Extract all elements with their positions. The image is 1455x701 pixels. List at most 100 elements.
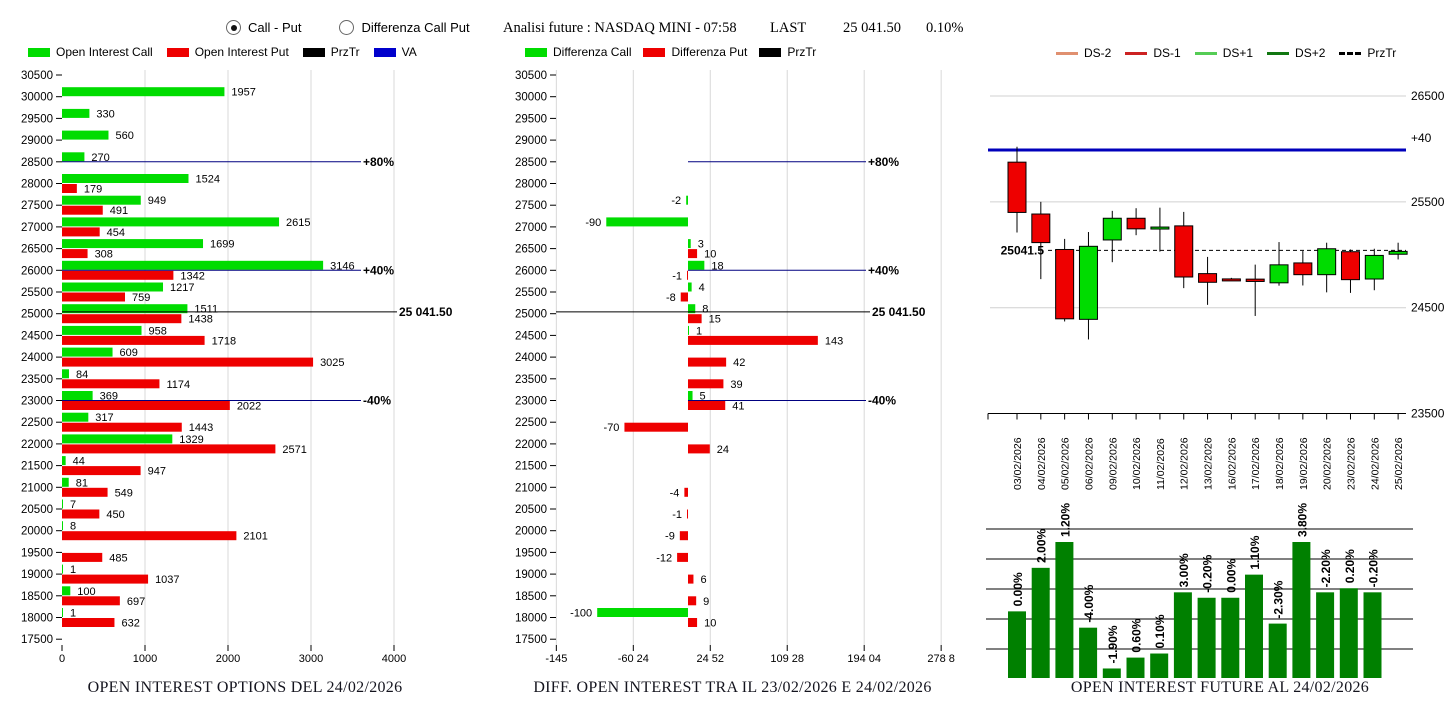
svg-text:454: 454 — [107, 227, 125, 239]
svg-text:1: 1 — [70, 608, 76, 620]
svg-text:30000: 30000 — [21, 92, 53, 104]
svg-text:+40%: +40% — [868, 263, 899, 277]
svg-text:8: 8 — [70, 521, 76, 533]
svg-text:1329: 1329 — [179, 434, 203, 446]
svg-text:29500: 29500 — [515, 113, 547, 125]
svg-text:5: 5 — [700, 391, 706, 403]
legend-item: Open Interest Call — [28, 45, 153, 59]
svg-text:09/02/2026: 09/02/2026 — [1107, 437, 1119, 490]
svg-text:2022: 2022 — [237, 401, 261, 413]
svg-text:22000: 22000 — [21, 439, 53, 451]
svg-text:24500: 24500 — [21, 330, 53, 342]
svg-text:19000: 19000 — [21, 569, 53, 581]
svg-text:-4.00%: -4.00% — [1082, 584, 1096, 622]
svg-text:949: 949 — [148, 195, 166, 207]
legend-item: DS+1 — [1194, 46, 1254, 60]
svg-text:12/02/2026: 12/02/2026 — [1179, 437, 1191, 490]
legend-item: DS-1 — [1125, 46, 1181, 60]
svg-text:16/02/2026: 16/02/2026 — [1226, 437, 1238, 490]
svg-text:1957: 1957 — [231, 87, 255, 99]
svg-text:81: 81 — [76, 477, 88, 489]
svg-text:23000: 23000 — [515, 396, 547, 408]
svg-text:0: 0 — [59, 653, 65, 665]
svg-text:19500: 19500 — [21, 547, 53, 559]
svg-text:1342: 1342 — [180, 270, 204, 282]
svg-text:100: 100 — [77, 586, 95, 598]
svg-text:-0.20%: -0.20% — [1367, 549, 1381, 587]
svg-text:7: 7 — [70, 499, 76, 511]
svg-text:1217: 1217 — [170, 282, 194, 294]
options-legend: Open Interest Call Open Interest Put Prz… — [28, 45, 417, 59]
svg-text:958: 958 — [149, 325, 167, 337]
last-value: 25 041.50 — [843, 20, 901, 36]
svg-text:26500: 26500 — [1411, 89, 1445, 103]
svg-text:41: 41 — [732, 401, 744, 413]
legend-item: Open Interest Put — [166, 45, 289, 59]
legend-label: VA — [401, 45, 417, 59]
svg-text:-2.20%: -2.20% — [1319, 549, 1333, 587]
svg-text:04/02/2026: 04/02/2026 — [1036, 437, 1048, 490]
svg-text:13/02/2026: 13/02/2026 — [1203, 437, 1215, 490]
svg-text:1438: 1438 — [188, 314, 212, 326]
radio-differenza-call-put[interactable]: Differenza Call Put — [339, 20, 470, 35]
svg-text:549: 549 — [115, 487, 133, 499]
svg-text:3146: 3146 — [330, 260, 354, 272]
ds-plus1-line-icon — [1194, 51, 1217, 55]
diff-chart-title: DIFF. OPEN INTEREST TRA IL 23/02/2026 E … — [533, 679, 932, 696]
legend-label: DS+1 — [1222, 46, 1254, 60]
radio-icon[interactable] — [339, 20, 355, 35]
svg-text:697: 697 — [127, 596, 145, 608]
svg-text:-145: -145 — [545, 653, 567, 665]
svg-text:632: 632 — [121, 618, 139, 630]
svg-text:-0.20%: -0.20% — [1201, 554, 1215, 592]
legend-label: PrzTr — [787, 45, 817, 59]
svg-text:4000: 4000 — [382, 653, 406, 665]
last-change: 0.10% — [926, 20, 964, 36]
svg-text:609: 609 — [120, 347, 138, 359]
put-swatch-icon — [166, 47, 189, 57]
przt-swatch-icon — [302, 47, 325, 57]
svg-text:18500: 18500 — [21, 591, 53, 603]
svg-text:23500: 23500 — [515, 374, 547, 386]
svg-text:18/02/2026: 18/02/2026 — [1274, 437, 1286, 490]
legend-label: DS-2 — [1084, 46, 1112, 60]
radio-icon[interactable] — [226, 20, 241, 35]
legend-label: Open Interest Put — [194, 45, 289, 59]
svg-text:24500: 24500 — [515, 330, 547, 342]
svg-text:25000: 25000 — [515, 309, 547, 321]
svg-text:947: 947 — [148, 466, 166, 478]
ds-plus2-line-icon — [1267, 51, 1290, 55]
svg-text:27500: 27500 — [515, 200, 547, 212]
svg-text:29000: 29000 — [515, 135, 547, 147]
svg-text:-1: -1 — [672, 270, 682, 282]
svg-text:1174: 1174 — [166, 379, 190, 391]
legend-label: Differenza Call — [553, 45, 632, 59]
svg-text:26500: 26500 — [515, 244, 547, 256]
svg-text:1524: 1524 — [195, 174, 219, 186]
svg-text:24000: 24000 — [21, 352, 53, 364]
svg-text:1.10%: 1.10% — [1248, 535, 1262, 569]
svg-text:18000: 18000 — [21, 613, 53, 625]
svg-text:26500: 26500 — [21, 244, 53, 256]
svg-text:317: 317 — [95, 412, 113, 424]
svg-text:22000: 22000 — [515, 439, 547, 451]
legend-item: VA — [373, 45, 417, 59]
svg-text:26000: 26000 — [21, 265, 53, 277]
svg-text:84: 84 — [76, 369, 88, 381]
radio-call-put[interactable]: Call - Put — [226, 20, 301, 35]
radio-call-put-label: Call - Put — [248, 20, 302, 35]
svg-text:143: 143 — [825, 335, 843, 347]
svg-text:21500: 21500 — [515, 461, 547, 473]
svg-text:23500: 23500 — [21, 374, 53, 386]
radio-differenza-label: Differenza Call Put — [361, 20, 470, 35]
svg-text:485: 485 — [109, 552, 127, 564]
legend-label: Differenza Put — [671, 45, 748, 59]
svg-text:28500: 28500 — [515, 157, 547, 169]
svg-text:24 52: 24 52 — [696, 653, 724, 665]
svg-text:19/02/2026: 19/02/2026 — [1298, 437, 1310, 490]
svg-text:1000: 1000 — [133, 653, 157, 665]
svg-text:308: 308 — [95, 249, 113, 261]
svg-text:3025: 3025 — [320, 357, 344, 369]
svg-text:03/02/2026: 03/02/2026 — [1012, 437, 1024, 490]
